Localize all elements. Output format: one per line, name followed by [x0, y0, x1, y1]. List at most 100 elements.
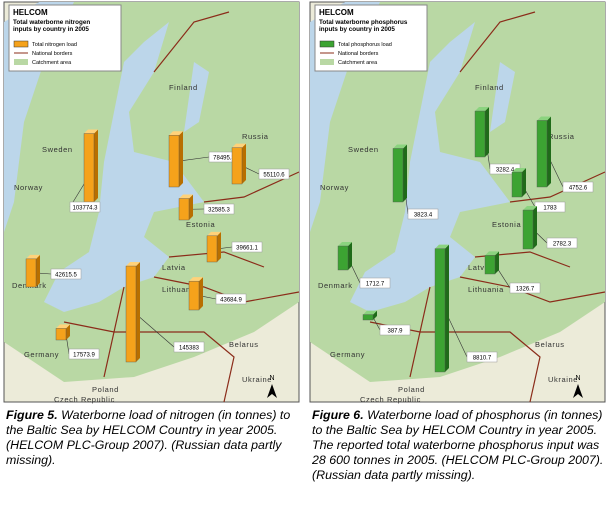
value-label: 3823.4	[414, 213, 433, 219]
country-label: Finland	[475, 83, 504, 92]
value-label: 2782.3	[553, 242, 572, 248]
bar-side	[522, 168, 526, 197]
value-label: 43684.9	[220, 298, 242, 304]
bar-side	[445, 244, 449, 372]
bar	[392, 148, 404, 203]
leader-line	[178, 156, 210, 162]
country-label: Denmark	[318, 281, 353, 290]
bar-side	[547, 116, 551, 187]
sea	[4, 2, 209, 312]
legend-label: Total nitrogen load	[32, 42, 77, 48]
country-label: Russia	[242, 132, 269, 141]
value-label: 32585.3	[208, 208, 230, 214]
caption-label: Figure 5.	[6, 408, 58, 422]
bar-top	[393, 144, 407, 149]
value-label-box	[546, 237, 578, 249]
caption: Figure 5. Waterborne load of nitrogen (i…	[6, 408, 298, 468]
value-label-box	[68, 348, 100, 360]
value-label-box	[359, 277, 391, 289]
country-label: Estonia	[492, 220, 521, 229]
bar	[206, 235, 218, 263]
value-label-box	[379, 324, 411, 336]
value-label-box	[173, 341, 205, 353]
country-label: Lithuania	[468, 285, 504, 294]
bar-side	[94, 129, 98, 202]
bar-top	[338, 242, 352, 247]
value-label-box	[509, 282, 541, 294]
bar	[434, 248, 446, 373]
legend-swatch	[13, 40, 29, 48]
bar-side	[485, 107, 489, 157]
legend-swatch	[320, 59, 334, 65]
header-title: inputs by country in 2005	[13, 26, 89, 33]
bar-top	[363, 310, 377, 315]
caption-text: Waterborne load of phosphorus (in tonnes…	[312, 408, 604, 482]
bar	[25, 258, 37, 288]
country-label: Estonia	[186, 220, 215, 229]
bar-side	[179, 131, 183, 187]
bar-side	[199, 277, 203, 310]
bar-top	[56, 324, 70, 329]
leader-line	[135, 313, 175, 348]
value-label: 387.9	[387, 329, 403, 335]
bar-top	[26, 254, 40, 259]
country-label: Latvia	[162, 263, 186, 272]
value-label: 42615.5	[55, 273, 77, 279]
bar	[362, 314, 374, 321]
value-label-box	[466, 351, 498, 363]
country-label: Latvia	[468, 263, 492, 272]
country-label: Russia	[548, 132, 575, 141]
bar-top	[523, 206, 537, 211]
value-label-box	[203, 203, 235, 215]
value-label: 17573.9	[73, 353, 95, 359]
country-label: Ukraine	[548, 375, 578, 384]
caption-text: Waterborne load of nitrogen (in tonnes) …	[6, 408, 291, 467]
country-label: Sweden	[348, 145, 379, 154]
bar-side	[66, 324, 70, 340]
bar-side	[136, 262, 140, 362]
bar	[511, 171, 523, 198]
country-label: Belarus	[229, 340, 259, 349]
map: HELCOM Total waterborne phosphorusinputs …	[309, 1, 606, 404]
country-label: Belarus	[535, 340, 565, 349]
caption-label: Figure 6.	[312, 408, 364, 422]
bar-top	[485, 251, 499, 256]
country-label: Sweden	[42, 145, 73, 154]
legend-label: National borders	[338, 51, 379, 57]
caption: Figure 6. Waterborne load of phosphorus …	[312, 408, 604, 483]
value-label-box	[231, 241, 263, 253]
bar	[484, 255, 496, 275]
bar	[522, 209, 534, 250]
country-label: Czech Republic	[54, 395, 115, 404]
north-label: N	[575, 375, 580, 382]
bar-side	[242, 143, 246, 184]
bar-side	[348, 242, 352, 270]
country-label: Czech Republic	[360, 395, 421, 404]
value-label: 103774.3	[72, 206, 98, 212]
country-label: Ukraine	[242, 375, 272, 384]
country-label: Germany	[330, 350, 365, 359]
country-label: Norway	[14, 183, 43, 192]
value-label: 8810.7	[473, 356, 492, 362]
bar-top	[512, 168, 526, 173]
bar	[83, 133, 95, 203]
legend-label: Catchment area	[32, 60, 72, 66]
value-label: 4752.6	[569, 186, 588, 192]
bar-top	[189, 277, 203, 282]
bar	[474, 110, 486, 158]
bar	[55, 328, 67, 341]
bar-top	[169, 131, 183, 136]
value-label: 1326.7	[516, 287, 535, 293]
bar-top	[435, 244, 449, 249]
bar-side	[217, 231, 221, 262]
bar	[536, 120, 548, 188]
country-label: Poland	[398, 385, 425, 394]
country-label: Finland	[169, 83, 198, 92]
value-label: 1783	[543, 206, 557, 212]
value-label-box	[562, 181, 594, 193]
value-label-box	[50, 268, 82, 280]
legend-swatch	[14, 59, 28, 65]
country-label: Norway	[320, 183, 349, 192]
